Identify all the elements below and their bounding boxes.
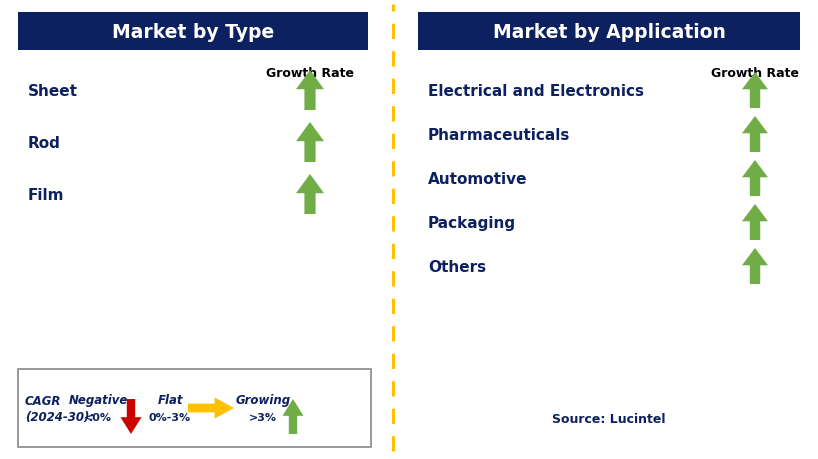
Text: Growth Rate: Growth Rate	[266, 67, 354, 80]
Polygon shape	[296, 71, 324, 111]
Text: Growth Rate: Growth Rate	[711, 67, 799, 80]
Polygon shape	[296, 174, 324, 214]
Text: Film: Film	[28, 188, 65, 203]
Text: Pharmaceuticals: Pharmaceuticals	[428, 128, 570, 143]
Text: Negative: Negative	[69, 394, 128, 407]
Polygon shape	[120, 399, 142, 434]
Polygon shape	[742, 117, 768, 153]
FancyBboxPatch shape	[18, 13, 368, 51]
Polygon shape	[188, 397, 234, 419]
Text: Sheet: Sheet	[28, 84, 78, 99]
FancyBboxPatch shape	[418, 13, 800, 51]
Text: Growing: Growing	[236, 394, 290, 407]
Polygon shape	[742, 205, 768, 241]
Polygon shape	[742, 161, 768, 196]
Text: >3%: >3%	[249, 412, 277, 422]
Text: Rod: Rod	[28, 136, 61, 151]
Text: Packaging: Packaging	[428, 216, 516, 231]
FancyBboxPatch shape	[18, 369, 371, 447]
Text: CAGR: CAGR	[25, 395, 61, 408]
Polygon shape	[742, 73, 768, 109]
Text: Source: Lucintel: Source: Lucintel	[552, 413, 666, 425]
Text: Market by Application: Market by Application	[492, 22, 726, 41]
Text: 0%-3%: 0%-3%	[149, 412, 191, 422]
Polygon shape	[282, 399, 303, 434]
Polygon shape	[742, 248, 768, 285]
Text: <0%: <0%	[84, 412, 112, 422]
Text: Market by Type: Market by Type	[112, 22, 274, 41]
Polygon shape	[296, 123, 324, 162]
Text: Electrical and Electronics: Electrical and Electronics	[428, 84, 644, 99]
Text: Flat: Flat	[157, 394, 182, 407]
Text: (2024-30):: (2024-30):	[25, 411, 94, 424]
Text: Automotive: Automotive	[428, 172, 528, 187]
Text: Others: Others	[428, 260, 486, 275]
